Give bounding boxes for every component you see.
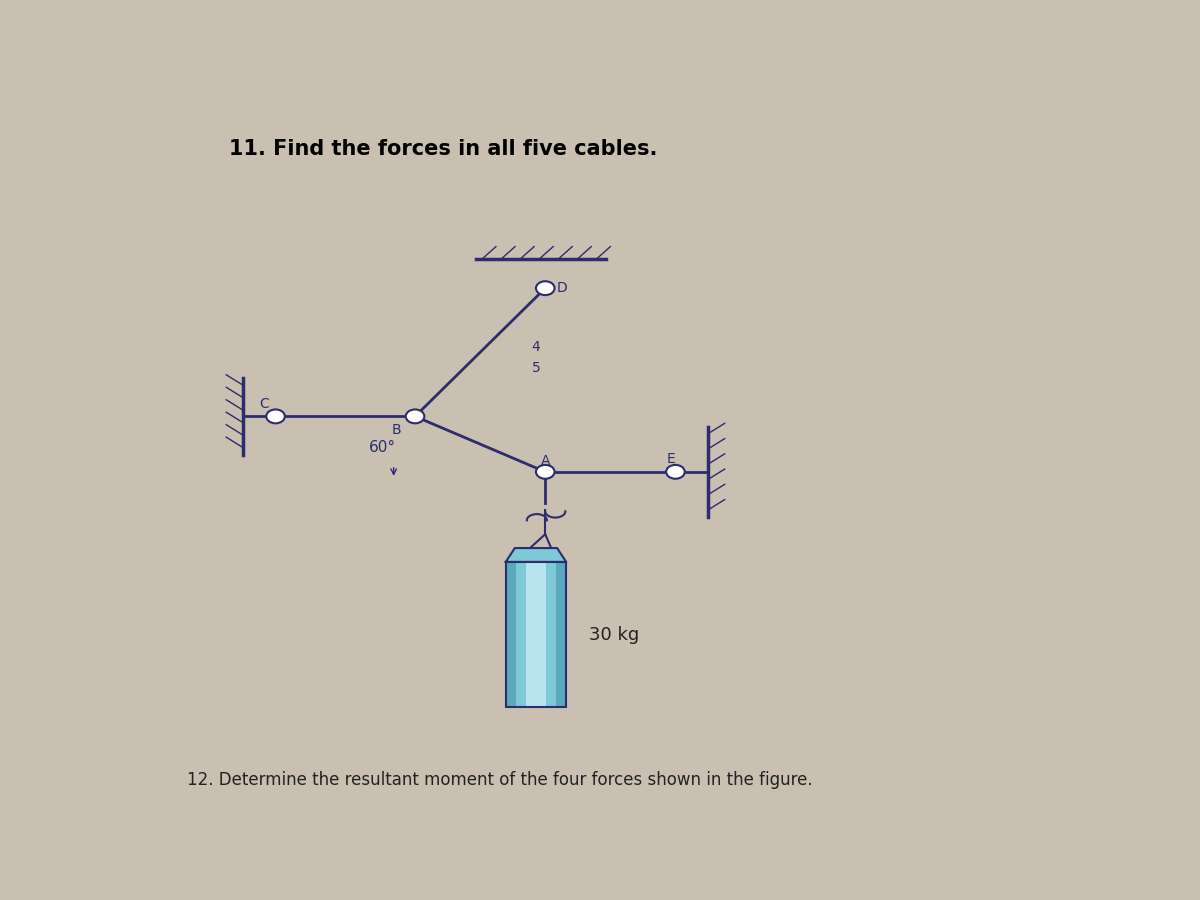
Circle shape <box>406 410 425 423</box>
Bar <box>521 562 526 707</box>
Circle shape <box>536 465 554 479</box>
Bar <box>505 562 511 707</box>
Text: E: E <box>666 453 676 466</box>
Text: A: A <box>540 454 550 468</box>
Bar <box>526 562 530 707</box>
Text: B: B <box>391 423 401 437</box>
Bar <box>505 562 566 707</box>
Bar <box>511 562 516 707</box>
Bar <box>551 562 556 707</box>
Circle shape <box>666 465 685 479</box>
Text: 4: 4 <box>532 340 540 354</box>
Bar <box>536 562 541 707</box>
Bar <box>556 562 562 707</box>
Bar <box>541 562 546 707</box>
Text: 30 kg: 30 kg <box>589 626 640 644</box>
Text: 60°: 60° <box>368 440 396 455</box>
Text: 12. Determine the resultant moment of the four forces shown in the figure.: 12. Determine the resultant moment of th… <box>187 770 812 788</box>
Text: C: C <box>259 397 269 411</box>
Text: D: D <box>557 281 568 295</box>
Circle shape <box>536 281 554 295</box>
Bar <box>562 562 566 707</box>
Text: 5: 5 <box>532 361 540 375</box>
Bar <box>530 562 536 707</box>
Bar <box>546 562 551 707</box>
Circle shape <box>266 410 284 423</box>
Polygon shape <box>505 548 566 562</box>
Text: 11. Find the forces in all five cables.: 11. Find the forces in all five cables. <box>229 140 658 159</box>
Bar <box>516 562 521 707</box>
